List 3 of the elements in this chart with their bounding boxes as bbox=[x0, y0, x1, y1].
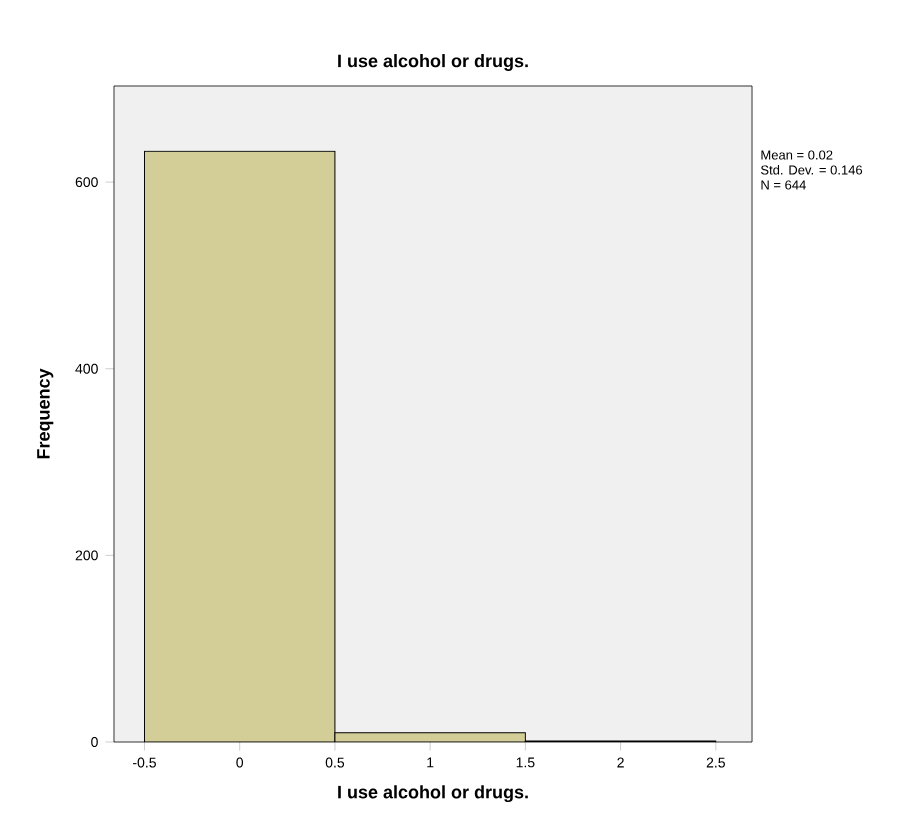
x-axis-title: I use alcohol or drugs. bbox=[338, 785, 528, 803]
y-axis-title: Frequency bbox=[37, 368, 54, 459]
chart-title: I use alcohol or drugs. bbox=[338, 54, 528, 71]
